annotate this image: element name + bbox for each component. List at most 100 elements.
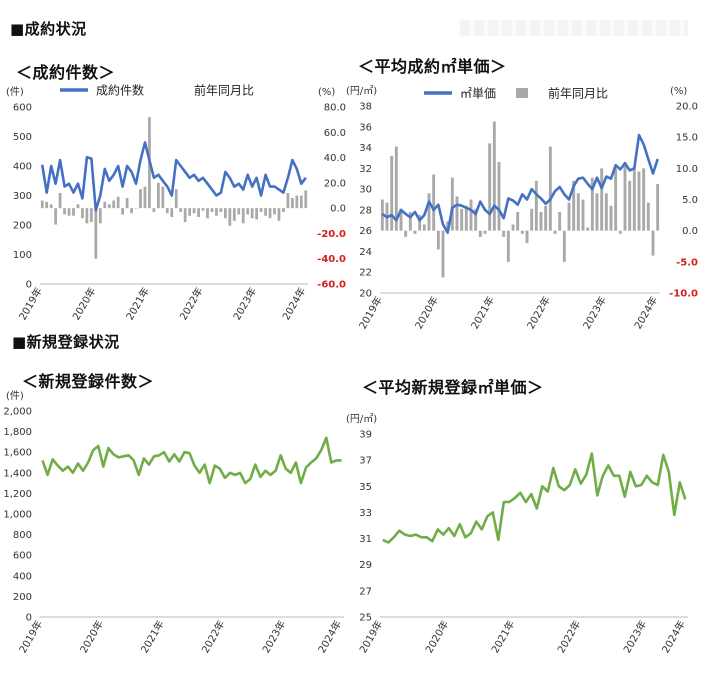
yoy-bar (595, 193, 599, 231)
y-tick-label: 600 (13, 103, 32, 114)
yoy-bar (259, 208, 263, 212)
y2-axis-unit: (%) (670, 86, 687, 97)
yoy-bar (201, 208, 205, 211)
x-tick-label: 2020年 (422, 618, 451, 655)
yoy-bar (223, 208, 227, 219)
y-axis-unit: (円/㎡) (346, 413, 377, 425)
yoy-bar (107, 204, 111, 209)
yoy-bar (656, 183, 660, 231)
yoy-bar (228, 208, 232, 226)
yoy-bar (539, 211, 543, 231)
yoy-bar (534, 180, 538, 231)
yoy-bar (614, 168, 618, 231)
yoy-bar (206, 208, 209, 219)
y-tick-label: 38 (359, 102, 372, 113)
y-tick-label: 600 (13, 551, 32, 562)
yoy-bar (464, 205, 468, 231)
y-tick-label: 31 (359, 534, 372, 545)
yoy-bar (255, 208, 259, 220)
y2-tick-label: 20.0 (324, 178, 346, 189)
y-tick-label: 1,400 (3, 468, 32, 479)
registrations-section-heading: ■新規登録状況 (12, 333, 120, 351)
yoy-bar (210, 208, 214, 212)
yoy-bar (219, 208, 223, 212)
y-axis-unit: (件) (6, 86, 24, 98)
yoy-bar (427, 193, 431, 231)
y-tick-label: 20 (359, 289, 372, 300)
yoy-bar (273, 208, 276, 215)
y-tick-label: 25 (359, 613, 372, 624)
y-tick-label: 32 (359, 164, 372, 175)
yoy-bar (89, 208, 93, 223)
y-tick-label: 26 (359, 226, 372, 237)
yoy-bar (286, 192, 290, 209)
yoy-bar (250, 208, 254, 219)
y2-axis-unit: (%) (318, 87, 335, 98)
chart3-title: ＜新規登録件数＞ (22, 372, 155, 391)
yoy-bar (295, 195, 299, 209)
yoy-bar (246, 208, 250, 215)
yoy-bar (40, 200, 44, 209)
yoy-bar (282, 208, 285, 212)
yoy-bar (299, 195, 303, 209)
yoy-bar (623, 162, 627, 231)
yoy-bar (511, 224, 515, 231)
yoy-bar (241, 208, 245, 224)
yoy-bar (98, 208, 102, 224)
yoy-bar (232, 208, 236, 221)
yoy-bar (45, 201, 49, 209)
series-line (381, 133, 659, 234)
series-line (382, 452, 687, 544)
yoy-bar (478, 230, 482, 237)
yoy-bar (441, 230, 445, 278)
y-tick-label: 200 (13, 221, 32, 232)
y-axis-unit: (件) (6, 390, 24, 402)
yoy-bar (54, 208, 58, 225)
y2-tick-label: 20.0 (676, 102, 698, 113)
yoy-bar (520, 230, 524, 234)
yoy-bar (134, 208, 138, 209)
yoy-bar (304, 190, 308, 209)
yoy-bar (432, 174, 436, 231)
yoy-bar (553, 230, 557, 234)
yoy-bar (174, 189, 178, 209)
yoy-bar (418, 215, 422, 231)
yoy-bar (390, 155, 394, 231)
y-tick-label: 800 (13, 530, 32, 541)
yoy-bar (170, 208, 174, 217)
y-tick-label: 300 (13, 191, 32, 202)
y2-tick-label: -20.0 (317, 229, 346, 240)
yoy-bar (460, 208, 464, 231)
yoy-bar (264, 208, 267, 216)
series-line (41, 436, 342, 485)
contracts-section-heading: ■成約状況 (10, 20, 87, 38)
y-tick-label: 1,800 (3, 427, 32, 438)
yoy-bar (567, 202, 571, 231)
y2-tick-label: 5.0 (682, 195, 698, 206)
legend-label: 前年同月比 (194, 83, 254, 98)
legend-label: 前年同月比 (548, 86, 608, 101)
y2-tick-label: 60.0 (324, 128, 346, 139)
chart2-title: ＜平均成約㎡単価＞ (358, 57, 507, 76)
watermark (460, 20, 688, 36)
yoy-bar (609, 205, 613, 231)
y-tick-label: 1,200 (3, 489, 32, 500)
yoy-bar (143, 186, 147, 209)
chart1-title: ＜成約件数＞ (16, 63, 116, 82)
x-tick-label: 2024年 (659, 618, 688, 655)
yoy-bar (121, 208, 125, 215)
y2-tick-label: 80.0 (324, 103, 346, 114)
yoy-bar (130, 208, 133, 214)
yoy-bar (544, 205, 548, 231)
yoy-bar (590, 177, 594, 231)
y-tick-label: 2,000 (3, 407, 32, 418)
y-tick-label: 30 (359, 185, 372, 196)
yoy-bar (408, 211, 412, 231)
yoy-bar (116, 196, 120, 209)
yoy-bar (548, 146, 552, 231)
yoy-bar (277, 208, 281, 221)
yoy-bar (455, 196, 459, 231)
y-tick-label: 36 (359, 122, 372, 133)
